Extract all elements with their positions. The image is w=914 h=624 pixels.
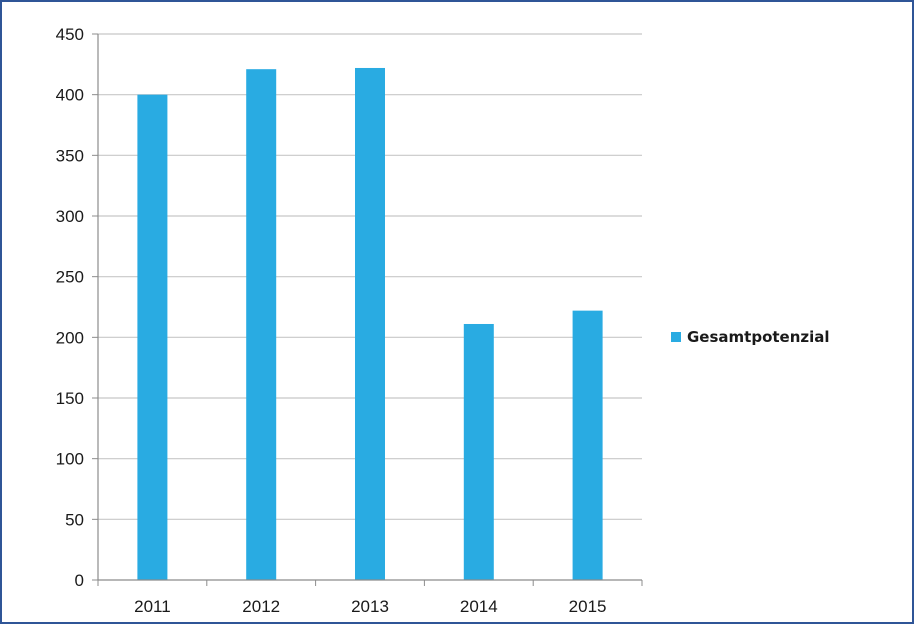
y-tick-label-350: 350 [56, 146, 84, 165]
legend: Gesamtpotenzial [671, 328, 830, 346]
axes [92, 33, 643, 586]
y-tick-label-250: 250 [56, 268, 84, 287]
bar-2014 [463, 323, 494, 580]
bars [137, 67, 603, 581]
y-tick-label-200: 200 [56, 328, 84, 347]
y-tick-label-150: 150 [56, 389, 84, 408]
bar-2015 [572, 310, 603, 580]
x-tick-label-2011: 2011 [134, 597, 171, 616]
y-tick-label-400: 400 [56, 86, 84, 105]
x-tick-label-2014: 2014 [460, 597, 498, 616]
bar-2013 [355, 67, 385, 581]
x-tick-label-2015: 2015 [569, 597, 607, 616]
y-tick-label-300: 300 [56, 207, 84, 226]
x-tick-labels: 2011 2012 2013 2014 2015 [134, 597, 606, 616]
y-tick-label-0: 0 [75, 571, 84, 590]
legend-swatch [671, 332, 681, 342]
bar-2011 [137, 94, 168, 581]
x-tick-label-2013: 2013 [351, 597, 389, 616]
y-tick-labels: 0 50 100 150 200 250 300 350 400 450 [56, 25, 84, 590]
x-tick-label-2012: 2012 [242, 597, 280, 616]
bar-2012 [246, 69, 277, 580]
y-tick-label-100: 100 [56, 450, 84, 469]
y-tick-label-450: 450 [56, 25, 84, 44]
legend-label: Gesamtpotenzial [687, 328, 830, 346]
y-tick-label-50: 50 [65, 510, 84, 529]
